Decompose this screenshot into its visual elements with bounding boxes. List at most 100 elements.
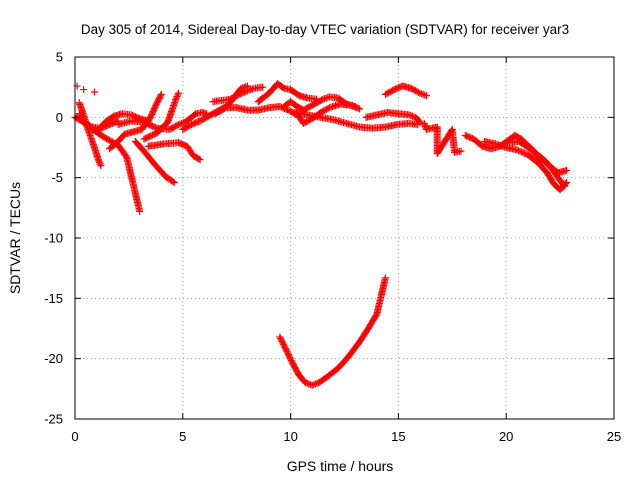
data-point	[279, 339, 287, 347]
series-track-06	[105, 90, 165, 153]
data-point	[285, 352, 293, 360]
data-point	[283, 348, 291, 356]
data-point	[173, 121, 181, 129]
data-point	[308, 381, 316, 389]
data-point	[561, 180, 569, 188]
y-tick-label: -25	[44, 412, 63, 427]
data-point	[174, 89, 182, 97]
x-tick-label: 20	[499, 429, 513, 444]
data-point	[408, 112, 416, 120]
series-track-07	[131, 137, 178, 186]
data-point	[174, 91, 182, 99]
y-tick-label: -10	[44, 231, 63, 246]
data-point	[279, 340, 287, 348]
series-track-18	[362, 109, 424, 126]
data-point	[178, 119, 186, 127]
grid	[75, 57, 614, 419]
data-point	[245, 86, 253, 94]
data-point	[174, 121, 182, 129]
data-point	[322, 94, 330, 102]
data-point	[248, 85, 256, 93]
data-point	[419, 90, 427, 98]
series-track-23	[481, 137, 571, 194]
data-point	[287, 357, 295, 365]
x-tick-label: 5	[179, 429, 186, 444]
series-track-10	[144, 139, 204, 164]
data-point	[284, 106, 292, 114]
x-tick-label: 10	[283, 429, 297, 444]
data-point	[282, 346, 290, 354]
y-axis-label: SDTVAR / TECUs	[7, 182, 23, 294]
data-point	[356, 105, 364, 113]
data-point	[157, 90, 165, 98]
data-point	[151, 124, 159, 132]
data-point	[515, 147, 523, 155]
data-point	[80, 86, 88, 94]
data-point	[176, 120, 184, 128]
data-point	[518, 148, 526, 156]
series-track-24	[502, 137, 571, 177]
data-point	[277, 336, 285, 344]
y-tick-label: -5	[51, 170, 63, 185]
data-point	[277, 334, 285, 342]
data-point	[287, 355, 295, 363]
data-point	[280, 342, 288, 350]
data-point	[247, 86, 255, 94]
data-point	[97, 162, 105, 170]
series-track-17	[291, 109, 422, 132]
data-point	[284, 351, 292, 359]
data-point	[418, 90, 426, 98]
data-point	[95, 158, 103, 166]
data-point	[284, 349, 292, 357]
data-point	[319, 95, 327, 103]
data-point	[173, 92, 181, 100]
data-point	[407, 112, 415, 120]
data-point	[415, 117, 423, 125]
data-point	[321, 95, 329, 103]
y-tick-label: 5	[56, 50, 63, 65]
y-tick-label: -15	[44, 291, 63, 306]
data-point	[302, 379, 310, 387]
data-point	[563, 166, 571, 174]
data-point	[96, 160, 104, 168]
data-point	[354, 104, 362, 112]
chart-title: Day 305 of 2014, Sidereal Day-to-day VTE…	[81, 22, 569, 37]
x-tick-label: 15	[391, 429, 405, 444]
data-point	[563, 178, 571, 186]
data-point	[242, 87, 250, 95]
data-point	[416, 89, 424, 97]
data-point	[519, 149, 527, 157]
axis-ticks: 0 5 10 15 20 25 5 0 -5 -10 -15 -20 -25	[44, 50, 621, 445]
data-point	[169, 178, 177, 186]
data-point	[172, 94, 180, 102]
data-point	[516, 147, 524, 155]
series-track-12	[209, 83, 267, 106]
y-tick-label: 0	[56, 110, 63, 125]
data-point	[513, 146, 521, 154]
series-track-21	[420, 119, 465, 158]
data-point	[90, 88, 98, 96]
data-point	[157, 92, 165, 100]
data-point	[87, 122, 95, 130]
data-point	[421, 91, 429, 99]
data-point	[95, 157, 103, 165]
series-track-20	[276, 274, 389, 389]
data-point	[318, 96, 326, 104]
data-point	[237, 84, 245, 92]
data-point	[196, 156, 204, 164]
data-point	[422, 92, 430, 100]
data-point	[286, 354, 294, 362]
data-point	[457, 147, 465, 155]
data-point	[278, 337, 286, 345]
series-track-19	[381, 82, 430, 100]
series-track-01	[73, 82, 98, 96]
series-track-14	[254, 80, 320, 106]
data-point	[136, 207, 144, 215]
data-point	[282, 345, 290, 353]
data-point	[324, 104, 332, 112]
data-point	[381, 274, 389, 282]
x-tick-label: 25	[607, 429, 621, 444]
series-track-09	[140, 89, 182, 143]
y-tick-label: -20	[44, 351, 63, 366]
